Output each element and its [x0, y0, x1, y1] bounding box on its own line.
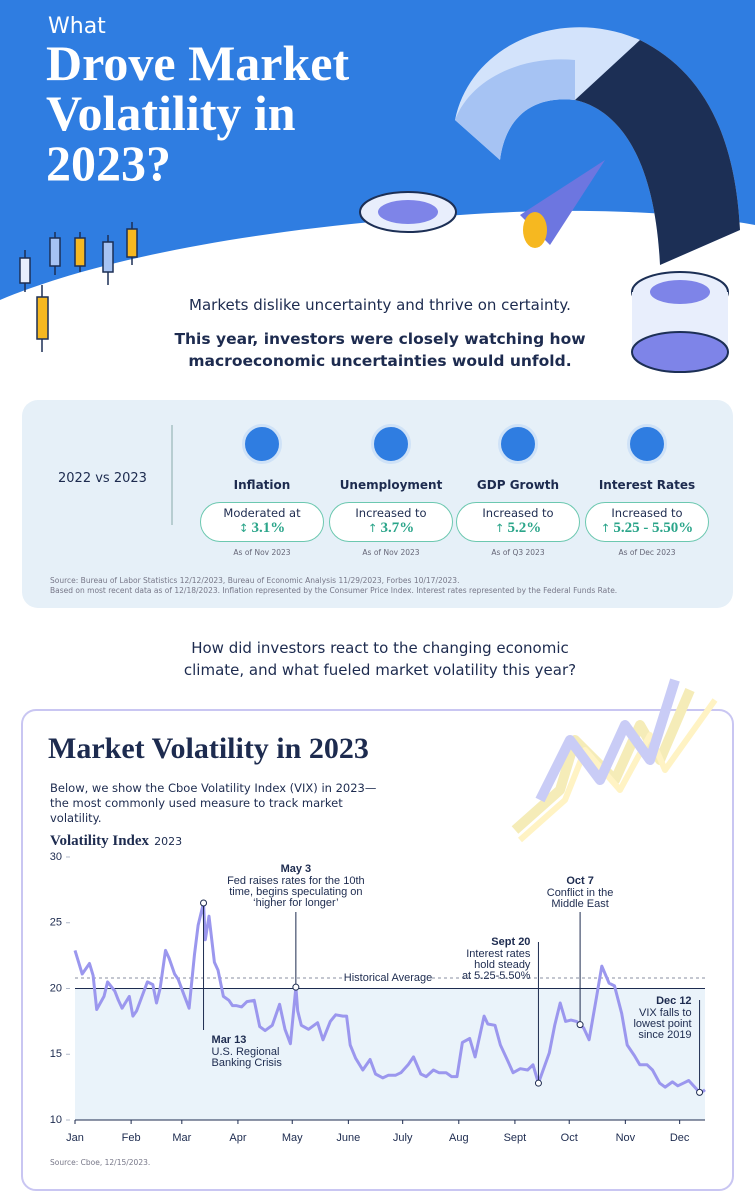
summary-label: 2022 vs 2023 [58, 471, 147, 486]
intro-emphasis: This year, investors were closely watchi… [174, 330, 586, 370]
indicator-asof: As of Q3 2023 [491, 548, 545, 557]
y-tick-label: 30 [50, 851, 62, 863]
annotation-dot [576, 1021, 584, 1029]
indicator-name: Interest Rates [598, 478, 696, 492]
indicator-asof: As of Nov 2023 [233, 548, 291, 557]
y-label: Volatility Index [50, 833, 150, 849]
x-tick-label: Dec [670, 1132, 690, 1144]
x-tick-label: Jan [66, 1132, 84, 1144]
indicator-status: Moderated at [223, 506, 301, 520]
indicator-value-line: ↕ 3.1% [201, 520, 323, 537]
annotation-text: VIX falls to [639, 1007, 692, 1019]
indicator-pill: Increased to ↑ 5.2% [456, 502, 580, 542]
indicator-arrow: ↕ [238, 521, 249, 535]
indicator-name: GDP Growth [476, 478, 560, 492]
indicator-value: 3.7% [380, 520, 415, 536]
x-tick-label: Nov [616, 1132, 636, 1144]
indicator-value: 3.1% [251, 520, 286, 536]
indicator-arrow: ↑ [367, 521, 378, 535]
annotation-text: Fed raises rates for the 10th [227, 875, 365, 887]
indicator: Interest Rates Increased to ↑ 5.25 - 5.50% A… [585, 424, 709, 557]
indicator-status: Increased to [611, 506, 683, 520]
annotation-title: May 3 [281, 863, 312, 875]
indicator-value-line: ↑ 3.7% [330, 520, 452, 537]
vix-line [73, 901, 706, 1094]
indicator-value-line: ↑ 5.25 - 5.50% [586, 520, 708, 537]
indicator-asof: As of Dec 2023 [618, 548, 676, 557]
annotation-title: Sept 20 [491, 936, 530, 948]
annotation-text: at 5.25-5.50% [462, 970, 531, 982]
y-label-year: 2023 [154, 835, 183, 848]
annotation-title: Dec 12 [656, 995, 691, 1007]
annotation-text: Middle East [551, 898, 608, 910]
annotation-text: Conflict in the [547, 887, 614, 899]
indicator-icon [498, 424, 538, 464]
indicator-value: 5.2% [507, 520, 542, 536]
annotation-title: Oct 7 [566, 875, 594, 887]
chart-source: Source: Cboe, 12/15/2023. [50, 1158, 151, 1167]
kicker: What [48, 14, 106, 39]
y-axis-title: Volatility Index 2023 [50, 830, 182, 850]
y-tick-label: 25 [50, 917, 62, 929]
indicator-value: 5.25 - 5.50% [613, 520, 694, 536]
indicator-arrow: ↑ [494, 521, 505, 535]
annotation-dot [200, 899, 208, 907]
source: Source: Bureau of Labor Statistics 12/12… [50, 576, 460, 585]
chart-title: Market Volatility in 2023 [48, 732, 369, 765]
intro-line: Markets dislike uncertainty and thrive o… [189, 296, 571, 314]
x-tick-label: May [282, 1132, 303, 1144]
page-title: Drove Market Volatility in 2023? [46, 35, 350, 191]
x-tick-label: July [393, 1132, 413, 1144]
y-tick-label: 20 [50, 982, 62, 994]
y-tick-label: 10 [50, 1114, 62, 1126]
x-tick-label: June [336, 1132, 360, 1144]
indicator-icon [371, 424, 411, 464]
indicator: Inflation Moderated at ↕ 3.1% As of Nov 2023 [200, 424, 324, 557]
note: Based on most recent data as of 12/18/20… [50, 586, 618, 595]
annotation-text: time, begins speculating on [229, 886, 362, 898]
annotation-text: Interest rates [466, 948, 531, 960]
indicator-arrow: ↑ [600, 521, 611, 535]
x-tick-label: Aug [449, 1132, 469, 1144]
indicator-pill: Increased to ↑ 5.25 - 5.50% [585, 502, 709, 542]
annotation-dot [696, 1088, 704, 1096]
x-tick-label: Feb [122, 1132, 141, 1144]
indicator: GDP Growth Increased to ↑ 5.2% As of Q3 2023 [456, 424, 580, 557]
indicator-icon [242, 424, 282, 464]
annotation-dot [534, 1079, 542, 1087]
annotation-text: U.S. Regional [212, 1046, 280, 1058]
indicator-name: Unemployment [339, 478, 443, 492]
annotation-text: Banking Crisis [212, 1057, 283, 1069]
reference-label: Historical Average [344, 972, 432, 984]
indicator-status: Increased to [355, 506, 427, 520]
indicator-pill: Increased to ↑ 3.7% [329, 502, 453, 542]
x-tick-label: Oct [561, 1132, 578, 1144]
indicator-asof: As of Nov 2023 [362, 548, 420, 557]
x-tick-label: Apr [229, 1132, 246, 1144]
annotation-dot [292, 983, 300, 991]
question: How did investors react to the changing … [183, 639, 577, 679]
annotation-title: Mar 13 [212, 1034, 247, 1046]
annotation-text: lowest point [633, 1018, 691, 1030]
annotation-text: ‘higher for longer’ [253, 897, 338, 909]
annotation-text: since 2019 [638, 1029, 691, 1041]
chart-subtitle: Below, we show the Cboe Volatility Index… [50, 781, 377, 825]
x-tick-label: Mar [172, 1132, 191, 1144]
indicator: Unemployment Increased to ↑ 3.7% As of Nov 2… [329, 424, 453, 557]
shaded-region [75, 988, 705, 1120]
indicator-value-line: ↑ 5.2% [457, 520, 579, 537]
indicator-icon [627, 424, 667, 464]
annotation-text: hold steady [474, 959, 531, 971]
indicator-status: Increased to [482, 506, 554, 520]
y-tick-label: 15 [50, 1048, 62, 1060]
x-tick-label: Sept [504, 1132, 527, 1144]
indicator-name: Inflation [233, 478, 291, 492]
indicator-pill: Moderated at ↕ 3.1% [200, 502, 324, 542]
